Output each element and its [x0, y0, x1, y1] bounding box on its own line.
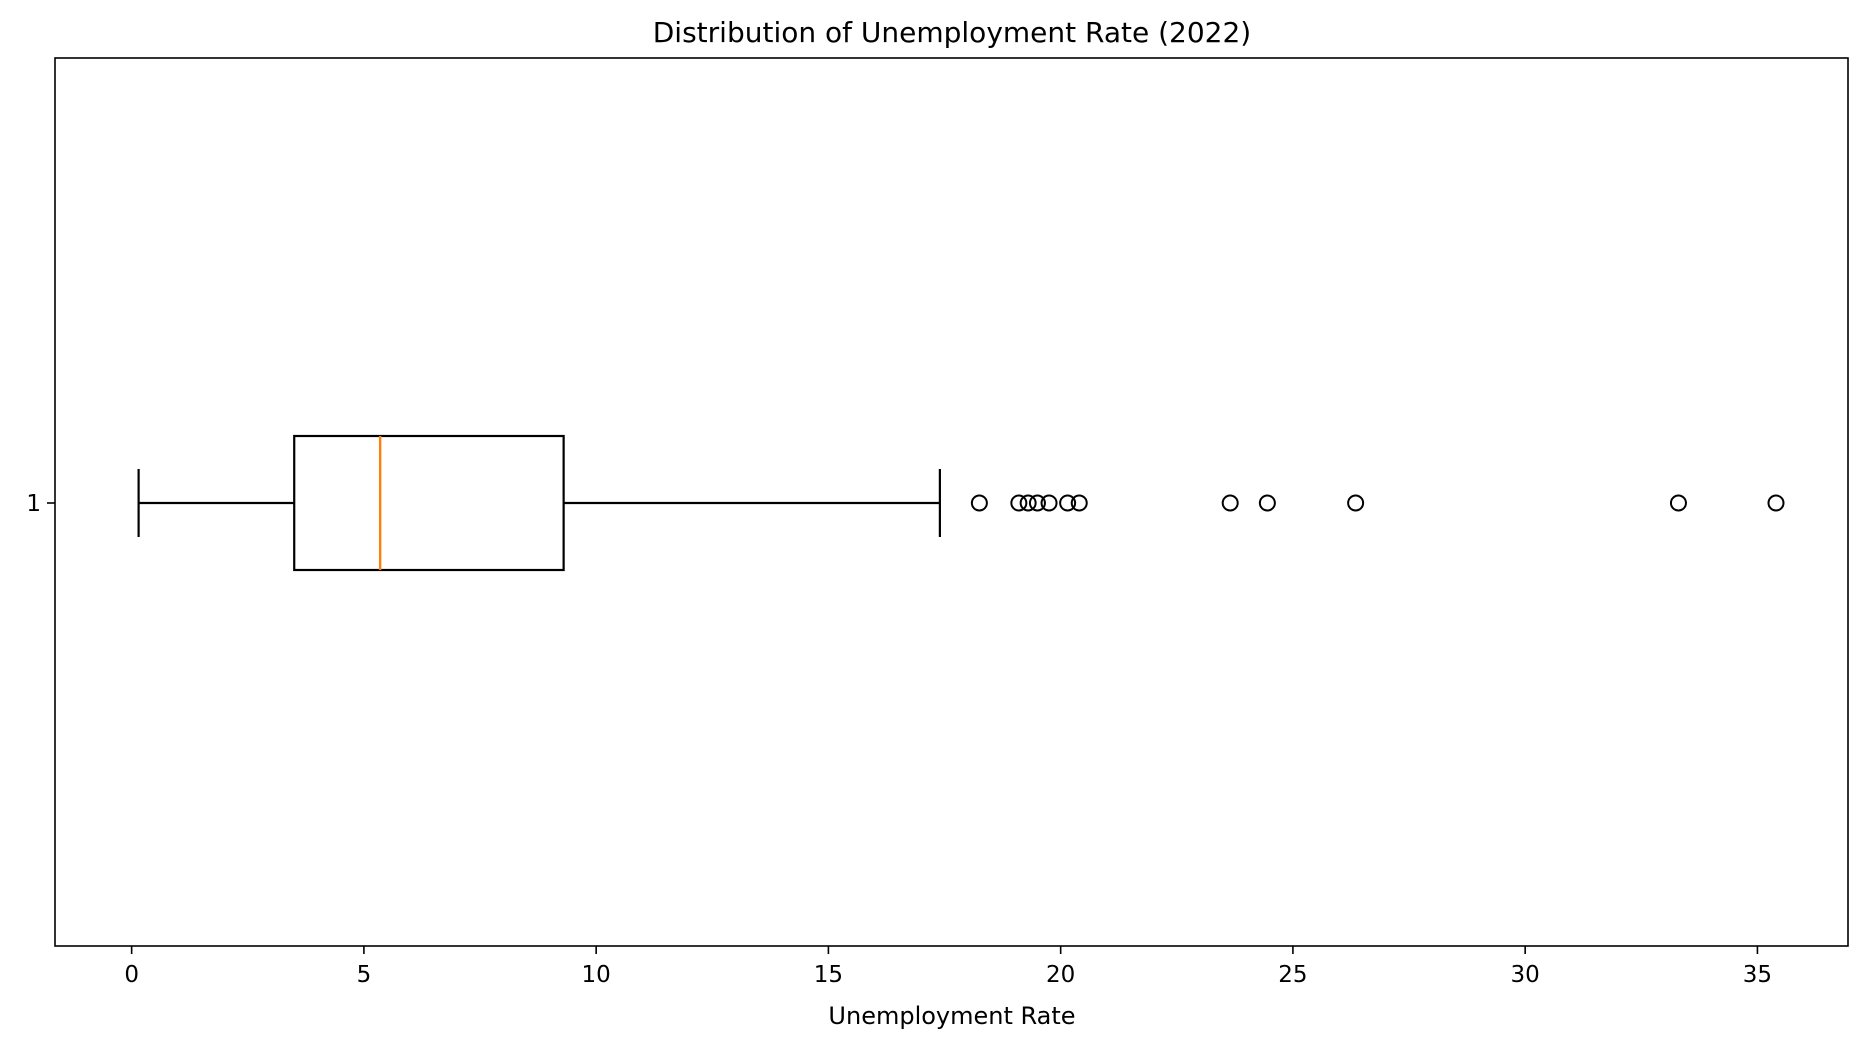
outlier-point	[1767, 494, 1785, 512]
outlier-point	[1669, 494, 1687, 512]
outlier-point	[1059, 494, 1077, 512]
outlier-point	[1028, 494, 1046, 512]
outlier-point	[1010, 494, 1028, 512]
outlier-point	[970, 494, 988, 512]
outlier-point	[1221, 494, 1239, 512]
box-group	[137, 434, 941, 572]
outlier-point	[1258, 494, 1276, 512]
x-tick-label: 15	[814, 962, 843, 988]
x-tick-label: 0	[124, 962, 139, 988]
chart-title: Distribution of Unemployment Rate (2022)	[653, 16, 1251, 49]
x-tick-label: 30	[1511, 962, 1540, 988]
x-tick-label: 25	[1278, 962, 1307, 988]
plot-frame	[54, 57, 1849, 947]
outlier-point	[1019, 494, 1037, 512]
x-tick-label: 20	[1046, 962, 1075, 988]
x-axis-label: Unemployment Rate	[828, 1002, 1075, 1030]
outlier-group	[970, 494, 1785, 512]
outlier-point	[1040, 494, 1058, 512]
x-tick-label: 35	[1743, 962, 1772, 988]
y-tick-label: 1	[26, 491, 41, 517]
x-tick-label: 5	[357, 962, 372, 988]
x-tick-label: 10	[582, 962, 611, 988]
outlier-point	[1347, 494, 1365, 512]
x-axis: 0 5 10 15 20 25 30 35	[124, 946, 1772, 988]
iqr-box	[293, 434, 565, 572]
outlier-point	[1070, 494, 1088, 512]
y-axis: 1	[26, 491, 55, 517]
